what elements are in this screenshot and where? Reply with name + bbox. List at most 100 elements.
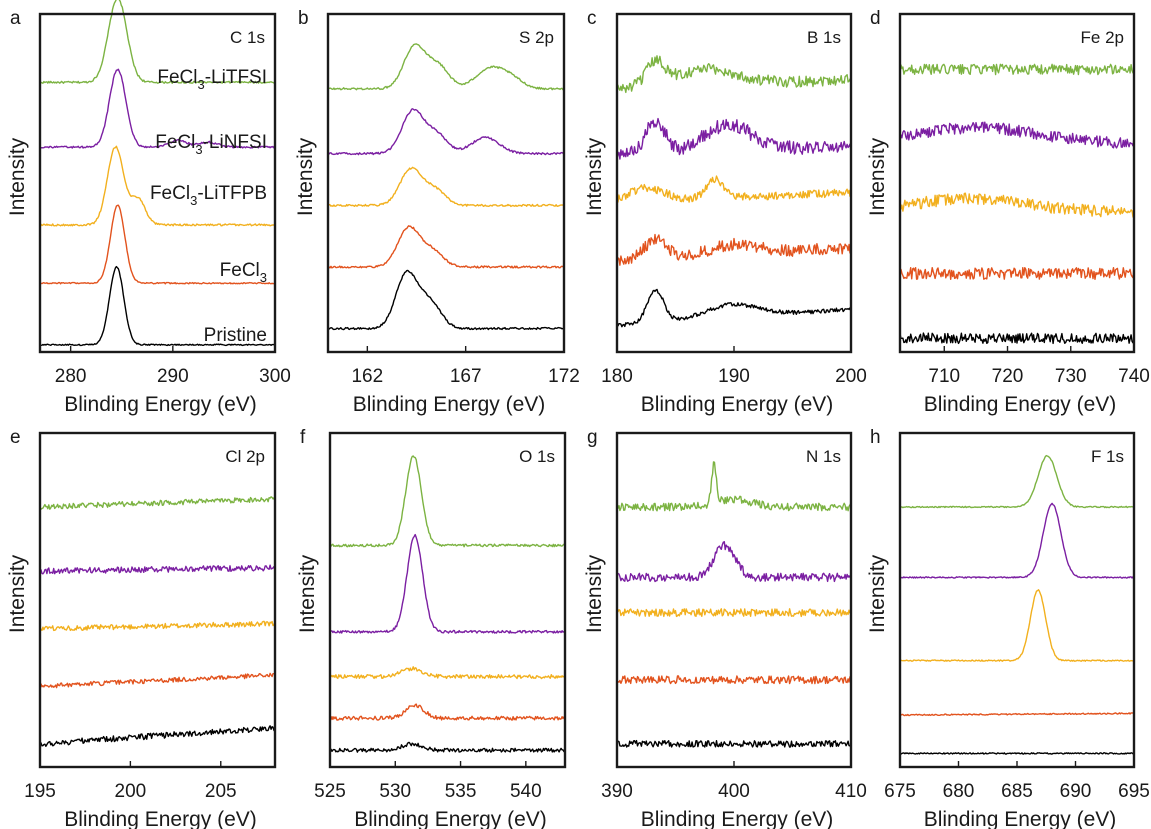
panel-e: 195 200 205 Blinding Energy (eV) Intensity e C… [6, 427, 277, 829]
trace-litfpb [899, 192, 1135, 218]
panel-title: B 1s [807, 28, 841, 47]
panel-label: h [870, 427, 881, 448]
x-tick-label: 680 [943, 781, 975, 802]
trace-litfsi [616, 55, 852, 94]
trace-pristine [899, 752, 1135, 755]
x-tick-label: 205 [205, 781, 237, 802]
x-tick-label: 535 [445, 781, 477, 802]
x-axis-label: Blinding Energy (eV) [924, 808, 1117, 829]
trace-fecl3 [39, 672, 276, 689]
y-axis-label: Intensity [866, 554, 889, 633]
trace-linfsi [616, 541, 852, 583]
y-axis-label: Intensity [6, 137, 29, 216]
x-tick-label: 195 [24, 781, 56, 802]
trace-litfsi [39, 496, 276, 510]
trace-linfsi [327, 108, 565, 156]
x-tick-label: 530 [379, 781, 411, 802]
trace-litfsi [39, 0, 276, 84]
axis-frame [326, 12, 566, 354]
x-tick-label: 695 [1118, 781, 1150, 802]
panel-label: f [300, 427, 306, 448]
trace-litfsi [616, 461, 852, 512]
x-tick-label: 400 [718, 781, 750, 802]
x-axis-label: Blinding Energy (eV) [641, 808, 834, 829]
axis-frame [38, 431, 277, 769]
x-tick-label: 200 [835, 366, 867, 387]
x-tick-label: 525 [314, 781, 346, 802]
x-tick-label: 180 [601, 366, 633, 387]
series-label: FeCl3-LiNFSI [155, 132, 267, 157]
panel-label: d [870, 8, 881, 29]
trace-linfsi [329, 533, 566, 634]
y-axis-label: Intensity [583, 137, 606, 216]
x-tick-label: 685 [1001, 781, 1033, 802]
panel-title: F 1s [1091, 447, 1124, 466]
trace-litfpb [899, 589, 1135, 662]
axis-frame [615, 431, 853, 769]
axis-frame [328, 431, 567, 769]
series-label: Pristine [204, 325, 267, 346]
x-tick-label: 710 [928, 366, 960, 387]
x-tick-label: 410 [835, 781, 867, 802]
trace-litfsi [328, 43, 564, 91]
panel-title: N 1s [806, 447, 841, 466]
trace-litfpb [616, 175, 852, 203]
panel-label: g [587, 427, 598, 448]
trace-litfsi [899, 63, 1135, 76]
axis-frame [898, 431, 1136, 769]
panel-title: Fe 2p [1081, 28, 1124, 47]
trace-fecl3 [616, 233, 852, 266]
y-axis-label: Intensity [294, 137, 317, 216]
trace-linfsi [39, 564, 276, 575]
panel-label: b [298, 8, 309, 29]
x-tick-label: 675 [884, 781, 916, 802]
x-tick-label: 390 [601, 781, 633, 802]
trace-linfsi [616, 117, 852, 160]
trace-litfpb [39, 620, 276, 632]
y-axis-label: Intensity [6, 554, 29, 633]
x-axis-label: Blinding Energy (eV) [354, 808, 547, 829]
trace-litfpb [329, 666, 566, 680]
x-axis-label: Blinding Energy (eV) [353, 393, 546, 416]
trace-fecl3 [616, 675, 852, 685]
panel-label: e [10, 427, 21, 448]
x-tick-label: 730 [1055, 366, 1087, 387]
x-tick-label: 162 [351, 366, 383, 387]
trace-litfpb [39, 145, 276, 227]
x-tick-label: 290 [157, 366, 189, 387]
panel-title: C 1s [230, 28, 265, 47]
trace-linfsi [39, 68, 276, 149]
x-tick-label: 540 [510, 781, 542, 802]
x-axis-label: Blinding Energy (eV) [641, 393, 834, 416]
trace-linfsi [899, 502, 1135, 579]
x-tick-label: 167 [450, 366, 482, 387]
trace-fecl3 [327, 225, 565, 269]
x-tick-label: 200 [115, 781, 147, 802]
y-axis-label: Intensity [296, 554, 319, 633]
x-tick-label: 300 [259, 366, 291, 387]
trace-fecl3 [329, 703, 565, 721]
y-axis-label: Intensity [866, 137, 889, 216]
x-tick-label: 690 [1060, 781, 1092, 802]
trace-fecl3 [899, 712, 1135, 717]
trace-litfsi [899, 454, 1135, 509]
x-axis-label: Blinding Energy (eV) [64, 808, 257, 829]
x-axis-label: Blinding Energy (eV) [64, 393, 257, 416]
series-label: FeCl3 [220, 260, 267, 285]
trace-pristine [39, 725, 276, 747]
panel-label: a [10, 8, 21, 29]
panel-title: O 1s [519, 447, 555, 466]
x-tick-label: 172 [548, 366, 580, 387]
x-tick-label: 280 [55, 366, 87, 387]
trace-pristine [39, 265, 276, 347]
trace-linfsi [899, 121, 1135, 149]
trace-litfsi [329, 455, 566, 548]
panel-f: 525 530 535 540 Blinding Energy (eV) Intensit… [296, 427, 567, 829]
panel-title: S 2p [519, 28, 554, 47]
trace-fecl3 [39, 204, 276, 285]
